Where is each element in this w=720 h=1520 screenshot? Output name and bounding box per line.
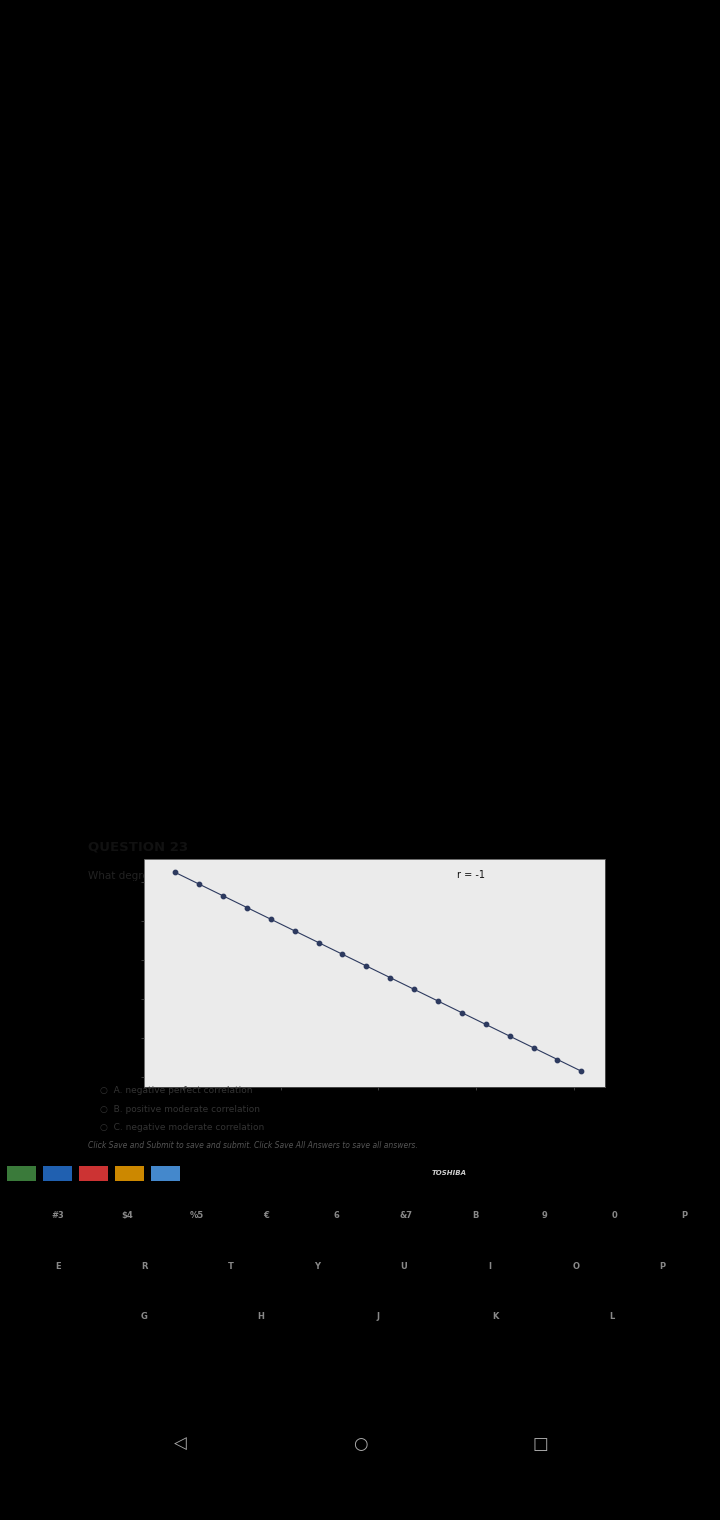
Point bbox=[194, 872, 205, 897]
Text: 0: 0 bbox=[611, 1211, 617, 1221]
Point bbox=[241, 895, 253, 920]
Point bbox=[289, 918, 300, 942]
Point bbox=[265, 907, 276, 932]
Text: %5: %5 bbox=[189, 1211, 204, 1221]
Text: L: L bbox=[609, 1312, 615, 1321]
Text: I: I bbox=[488, 1262, 491, 1271]
Point bbox=[337, 942, 348, 967]
Text: Click Save and Submit to save and submit. Click Save All Answers to save all ans: Click Save and Submit to save and submit… bbox=[89, 1140, 418, 1149]
Text: $4: $4 bbox=[122, 1211, 133, 1221]
Text: ◁: ◁ bbox=[174, 1435, 186, 1453]
Text: G: G bbox=[140, 1312, 148, 1321]
Text: ○  A. negative perfect correlation: ○ A. negative perfect correlation bbox=[100, 1087, 253, 1096]
Text: U: U bbox=[400, 1262, 407, 1271]
Text: TOSHIBA: TOSHIBA bbox=[432, 1170, 467, 1176]
Text: #3: #3 bbox=[51, 1211, 64, 1221]
Text: ○: ○ bbox=[353, 1435, 367, 1453]
Text: &7: &7 bbox=[399, 1211, 412, 1221]
Text: K: K bbox=[492, 1312, 498, 1321]
Text: P: P bbox=[660, 1262, 665, 1271]
Text: €: € bbox=[264, 1211, 269, 1221]
X-axis label: X: X bbox=[372, 1107, 377, 1116]
Point bbox=[384, 965, 396, 990]
Point bbox=[504, 1024, 516, 1049]
Text: ○  B. positive moderate correlation: ○ B. positive moderate correlation bbox=[100, 1105, 260, 1114]
Bar bbox=[43, 1166, 72, 1181]
Point bbox=[480, 1012, 492, 1037]
Text: What degree of correlation is depicted by the plot below?: What degree of correlation is depicted b… bbox=[89, 871, 388, 882]
Point bbox=[408, 977, 420, 1002]
Point bbox=[432, 990, 444, 1014]
Text: O: O bbox=[572, 1262, 580, 1271]
Bar bbox=[79, 1166, 108, 1181]
Bar bbox=[151, 1166, 180, 1181]
Point bbox=[552, 1047, 563, 1072]
Point bbox=[217, 883, 229, 907]
Text: E: E bbox=[55, 1262, 60, 1271]
Text: □: □ bbox=[532, 1435, 548, 1453]
Text: Y: Y bbox=[314, 1262, 320, 1271]
Point bbox=[575, 1059, 587, 1084]
Text: 9: 9 bbox=[542, 1211, 548, 1221]
Text: H: H bbox=[258, 1312, 264, 1321]
Bar bbox=[7, 1166, 36, 1181]
Text: R: R bbox=[140, 1262, 148, 1271]
Text: J: J bbox=[377, 1312, 379, 1321]
Point bbox=[361, 955, 372, 979]
Text: 6: 6 bbox=[333, 1211, 339, 1221]
Text: r = -1: r = -1 bbox=[457, 869, 485, 880]
Text: ○  C. negative moderate correlation: ○ C. negative moderate correlation bbox=[100, 1123, 264, 1132]
Point bbox=[169, 860, 181, 885]
Bar bbox=[115, 1166, 144, 1181]
Text: QUESTION 23: QUESTION 23 bbox=[89, 841, 189, 854]
Text: T: T bbox=[228, 1262, 233, 1271]
Point bbox=[456, 1000, 468, 1024]
Point bbox=[312, 930, 324, 955]
Text: P: P bbox=[681, 1211, 687, 1221]
Text: B: B bbox=[472, 1211, 478, 1221]
Point bbox=[528, 1035, 539, 1059]
